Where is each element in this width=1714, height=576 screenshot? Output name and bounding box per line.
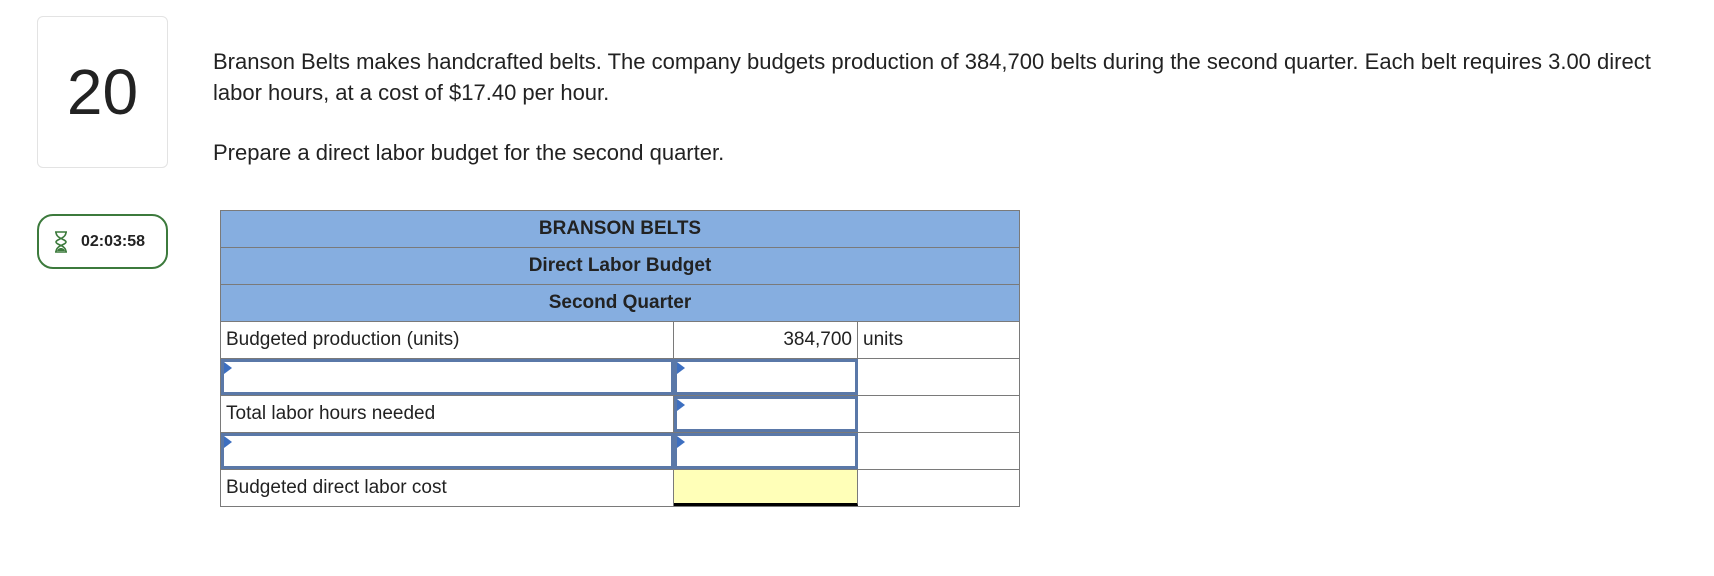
table-row: Total labor hours needed [221, 396, 1019, 433]
total-input[interactable] [674, 470, 858, 506]
question-number: 20 [37, 16, 168, 168]
row-unit: units [863, 329, 904, 350]
prompt-text: Prepare a direct labor budget for the se… [213, 140, 725, 165]
unit-cell [858, 396, 1019, 432]
hourglass-icon [55, 230, 67, 253]
value-input[interactable] [674, 359, 858, 395]
budget-table: BRANSON BELTS Direct Labor Budget Second… [220, 210, 1020, 507]
value-input[interactable] [674, 433, 858, 469]
unit-cell [858, 470, 1019, 506]
table-row [221, 433, 1019, 470]
table-header: Direct Labor Budget [221, 248, 1019, 285]
row-label: Budgeted direct labor cost [221, 470, 674, 506]
prompt-text: Branson Belts makes handcrafted belts. T… [213, 49, 1651, 105]
table-row [221, 359, 1019, 396]
timer-text: 02:03:58 [81, 232, 146, 250]
row-label: Total labor hours needed [221, 396, 674, 432]
table-row: Budgeted direct labor cost [221, 470, 1019, 506]
unit-cell [858, 433, 1019, 469]
prompt: Branson Belts makes handcrafted belts. T… [213, 46, 1663, 197]
row-label: Budgeted production (units) [221, 322, 674, 358]
table-header: BRANSON BELTS [221, 211, 1019, 248]
table-header: Second Quarter [221, 285, 1019, 322]
value-input[interactable] [674, 396, 858, 432]
timer: 02:03:58 [37, 214, 168, 269]
label-input[interactable] [221, 359, 674, 395]
table-row: Budgeted production (units) 384,700 unit… [221, 322, 1019, 359]
unit-cell [858, 359, 1019, 395]
row-value: 384,700 [674, 322, 858, 358]
label-input[interactable] [221, 433, 674, 469]
